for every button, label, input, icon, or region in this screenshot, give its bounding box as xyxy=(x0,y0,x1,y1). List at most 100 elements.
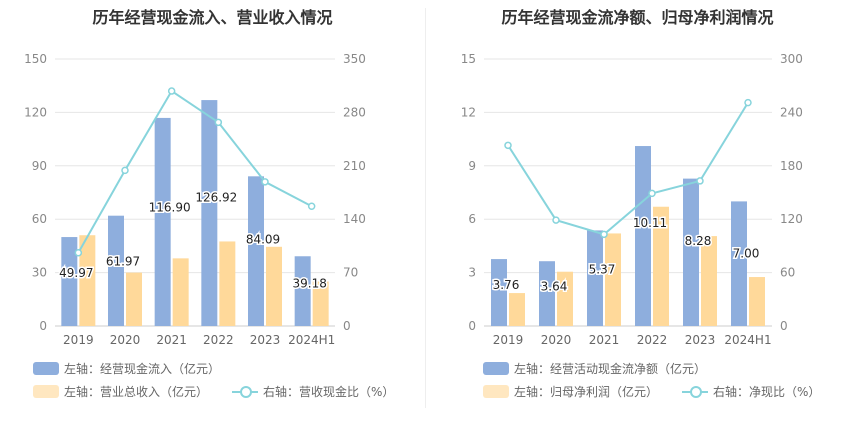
ratio-point xyxy=(696,177,704,185)
bar-net-cash xyxy=(539,261,555,326)
panel-divider xyxy=(425,8,426,408)
ratio-point xyxy=(648,189,656,198)
data-label: 3.64 xyxy=(541,279,568,293)
y-right-tick-label: 70 xyxy=(343,266,358,280)
chart-title: 历年经营现金流入、营业收入情况 xyxy=(92,8,333,27)
bar-net-profit xyxy=(509,293,525,326)
ratio-line xyxy=(507,102,749,236)
bar-cash-inflow xyxy=(201,100,218,326)
x-tick-label: 2019 xyxy=(63,333,94,347)
bar-revenue xyxy=(126,272,142,326)
y-right-tick-label: 210 xyxy=(343,159,366,173)
data-label: 8.28 xyxy=(685,234,712,248)
bar-cash-inflow xyxy=(108,215,124,326)
bar-revenue xyxy=(219,241,236,326)
legend-swatch-net-cash xyxy=(483,362,509,375)
bar-net-cash xyxy=(491,259,507,326)
bar-cash-inflow xyxy=(294,256,311,326)
data-label: 5.37 xyxy=(589,262,616,276)
y-left-tick-label: 3 xyxy=(468,266,476,280)
ratio-point xyxy=(504,141,512,150)
x-tick-label: 2020 xyxy=(541,333,572,347)
legend-swatch-net-profit xyxy=(483,385,509,398)
ratio-point xyxy=(600,230,608,239)
bar-net-cash xyxy=(731,201,747,326)
bar-cash-inflow xyxy=(248,176,264,326)
data-label: 7.00 xyxy=(733,246,760,260)
y-left-tick-label: 0 xyxy=(39,319,47,333)
x-tick-label: 2023 xyxy=(250,333,281,347)
x-tick-label: 2024H1 xyxy=(724,333,771,347)
legend-swatch-revenue xyxy=(33,385,59,398)
chart-title: 历年经营现金流净额、归母净利润情况 xyxy=(501,8,774,27)
data-label: 3.76 xyxy=(493,278,520,292)
legend-label-cash-ratio[interactable]: 右轴：营收现金比（%） xyxy=(263,385,395,399)
y-right-tick-label: 60 xyxy=(780,266,795,280)
ratio-point xyxy=(261,178,269,186)
data-label: 61.97 xyxy=(106,254,140,268)
bar-revenue xyxy=(79,235,96,326)
y-left-tick-label: 60 xyxy=(32,212,47,226)
ratio-point xyxy=(744,98,752,107)
x-tick-label: 2020 xyxy=(110,333,141,347)
y-left-tick-label: 90 xyxy=(32,159,47,173)
ratio-point xyxy=(167,87,176,95)
bar-cash-inflow xyxy=(61,237,78,326)
legend-label-revenue[interactable]: 左轴：营业总收入（亿元） xyxy=(64,385,209,399)
y-left-tick-label: 0 xyxy=(468,319,476,333)
y-right-tick-label: 240 xyxy=(780,105,803,119)
data-label: 39.18 xyxy=(292,277,326,291)
bar-net-cash xyxy=(635,146,651,326)
bar-net-profit xyxy=(749,277,765,326)
bar-revenue xyxy=(266,246,282,326)
x-tick-label: 2021 xyxy=(156,333,187,347)
x-tick-label: 2019 xyxy=(493,333,524,347)
legend-label-net-cash[interactable]: 左轴：经营活动现金流净额（亿元） xyxy=(514,362,707,376)
y-left-tick-label: 6 xyxy=(468,212,476,226)
ratio-point xyxy=(121,166,129,175)
y-left-tick-label: 30 xyxy=(32,266,47,280)
legend-row-2: 左轴：营业总收入（亿元） 右轴：营收现金比（%） xyxy=(33,383,394,400)
legend-row-2: 左轴：归母净利润（亿元） 右轴：净现比（%） xyxy=(483,383,820,400)
ratio-point xyxy=(307,202,316,210)
legend-swatch-cash-inflow xyxy=(33,362,59,375)
legend-label-cash-inflow[interactable]: 左轴：经营现金流入（亿元） xyxy=(64,362,221,376)
y-left-tick-label: 12 xyxy=(461,105,476,119)
y-right-tick-label: 180 xyxy=(780,159,803,173)
bar-net-profit xyxy=(557,271,573,326)
legend-label-net-ratio[interactable]: 右轴：净现比（%） xyxy=(713,385,821,399)
bar-net-profit xyxy=(605,233,621,326)
y-left-tick-label: 9 xyxy=(468,159,476,173)
legend-line-ratio-icon xyxy=(682,385,709,398)
data-label: 126.92 xyxy=(195,191,237,205)
data-label: 49.97 xyxy=(59,266,93,280)
cash-inflow-revenue-chart: 0 30 60 90 120 150 0 70 140 210 280 350 2019 2020 2021… xyxy=(24,52,366,347)
bar-revenue xyxy=(312,281,329,326)
x-tick-label: 2022 xyxy=(637,333,668,347)
y-left-tick-label: 120 xyxy=(24,105,47,119)
y-left-tick-label: 150 xyxy=(24,52,47,66)
y-right-tick-label: 280 xyxy=(343,105,366,119)
legend-label-net-profit[interactable]: 左轴：归母净利润（亿元） xyxy=(514,385,659,399)
data-label: 10.11 xyxy=(633,216,667,230)
y-right-tick-label: 300 xyxy=(780,52,803,66)
y-right-tick-label: 350 xyxy=(343,52,366,66)
cash-inflow-revenue-chart-panel: 历年经营现金流入、营业收入情况 0 30 60 90 120 150 0 70 140 210 28… xyxy=(24,8,394,400)
legend-row-1: 左轴：经营现金流入（亿元） xyxy=(33,360,220,377)
ratio-point xyxy=(74,249,83,257)
ratio-line xyxy=(77,89,313,254)
y-right-tick-label: 140 xyxy=(343,212,366,226)
y-right-tick-label: 0 xyxy=(780,319,788,333)
legend-line-ratio-icon xyxy=(232,385,259,398)
y-right-tick-label: 120 xyxy=(780,212,803,226)
net-cash-profit-chart-panel: 历年经营现金流净额、归母净利润情况 0 3 6 9 12 15 0 60 120 180 240 30… xyxy=(425,0,850,437)
bar-cash-inflow xyxy=(154,117,171,326)
y-left-tick-label: 15 xyxy=(461,52,476,66)
data-label: 84.09 xyxy=(246,233,280,247)
data-label: 116.90 xyxy=(149,201,191,215)
ratio-point xyxy=(552,216,560,224)
bar-net-cash xyxy=(587,230,603,326)
bar-net-profit xyxy=(653,206,669,326)
net-cash-profit-chart: 0 3 6 9 12 15 0 60 120 180 240 300 2019 2020 2021 2022 2… xyxy=(461,52,803,347)
x-tick-label: 2024H1 xyxy=(288,333,335,347)
